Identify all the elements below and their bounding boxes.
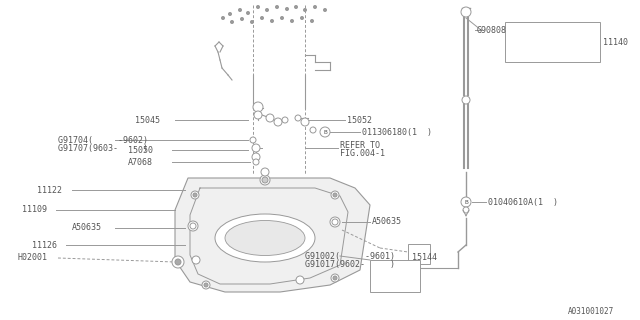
Text: G91002(     -9601): G91002( -9601) <box>305 252 395 260</box>
Text: H02001: H02001 <box>17 253 47 262</box>
Circle shape <box>282 117 288 123</box>
Circle shape <box>304 9 307 11</box>
Text: G90808: G90808 <box>477 26 507 35</box>
Circle shape <box>296 276 304 284</box>
Text: 11140: 11140 <box>603 37 628 46</box>
Circle shape <box>463 207 469 213</box>
Circle shape <box>251 21 253 23</box>
Circle shape <box>331 274 339 282</box>
Circle shape <box>253 102 263 112</box>
Circle shape <box>285 8 288 10</box>
Circle shape <box>239 9 241 11</box>
Text: REFER TO: REFER TO <box>340 140 380 149</box>
Text: A031001027: A031001027 <box>568 307 614 316</box>
Circle shape <box>324 9 326 11</box>
Bar <box>370 260 420 292</box>
Circle shape <box>330 217 340 227</box>
Circle shape <box>252 144 260 152</box>
Circle shape <box>246 12 250 14</box>
Circle shape <box>261 168 269 176</box>
Circle shape <box>188 221 198 231</box>
Circle shape <box>260 17 263 19</box>
Circle shape <box>333 193 337 197</box>
Text: B: B <box>323 130 327 134</box>
Circle shape <box>250 137 256 143</box>
Circle shape <box>172 256 184 268</box>
Circle shape <box>281 17 284 19</box>
Circle shape <box>204 283 208 287</box>
Text: 15144: 15144 <box>412 253 437 262</box>
Text: 11122: 11122 <box>37 186 62 195</box>
Text: 11109: 11109 <box>22 205 47 214</box>
Circle shape <box>257 6 259 8</box>
Circle shape <box>301 118 309 126</box>
Circle shape <box>193 193 197 197</box>
Text: 15045: 15045 <box>135 116 160 124</box>
Circle shape <box>266 114 274 122</box>
Text: A50635: A50635 <box>72 223 102 233</box>
Circle shape <box>221 17 224 19</box>
Circle shape <box>230 21 234 23</box>
Circle shape <box>190 223 196 229</box>
Circle shape <box>295 115 301 121</box>
Circle shape <box>294 6 298 8</box>
Circle shape <box>191 191 199 199</box>
Circle shape <box>461 197 471 207</box>
Bar <box>505 22 600 62</box>
Ellipse shape <box>215 214 315 262</box>
Text: 011306180(1  ): 011306180(1 ) <box>362 127 432 137</box>
Circle shape <box>320 127 330 137</box>
Text: FIG.004-1: FIG.004-1 <box>340 148 385 157</box>
Circle shape <box>461 7 471 17</box>
Circle shape <box>276 6 278 8</box>
Circle shape <box>291 20 293 22</box>
Text: 15050: 15050 <box>128 146 153 155</box>
Circle shape <box>252 153 260 161</box>
Circle shape <box>332 219 338 225</box>
Circle shape <box>301 17 303 19</box>
Circle shape <box>253 159 259 165</box>
Text: G91704(     -9602): G91704( -9602) <box>58 135 148 145</box>
Text: A7068: A7068 <box>128 157 153 166</box>
Circle shape <box>310 127 316 133</box>
Circle shape <box>331 191 339 199</box>
Circle shape <box>314 6 316 8</box>
Circle shape <box>266 9 268 11</box>
Text: A50635: A50635 <box>372 218 402 227</box>
Ellipse shape <box>225 220 305 255</box>
Circle shape <box>271 20 273 22</box>
Circle shape <box>262 177 268 183</box>
Text: G91017(9602-     ): G91017(9602- ) <box>305 260 395 268</box>
Circle shape <box>254 111 262 119</box>
Circle shape <box>274 118 282 126</box>
Circle shape <box>260 175 270 185</box>
Circle shape <box>192 256 200 264</box>
Circle shape <box>228 13 231 15</box>
Bar <box>408 244 430 264</box>
Circle shape <box>175 259 181 265</box>
Text: B: B <box>464 199 468 204</box>
Circle shape <box>202 281 210 289</box>
Text: 11126: 11126 <box>32 241 57 250</box>
Text: 15052: 15052 <box>347 116 372 124</box>
Polygon shape <box>175 178 370 292</box>
Circle shape <box>333 276 337 280</box>
Circle shape <box>310 20 314 22</box>
Circle shape <box>241 18 243 20</box>
Text: 01040610A(1  ): 01040610A(1 ) <box>488 197 558 206</box>
Text: G91707(9603-     ): G91707(9603- ) <box>58 143 148 153</box>
Circle shape <box>462 96 470 104</box>
